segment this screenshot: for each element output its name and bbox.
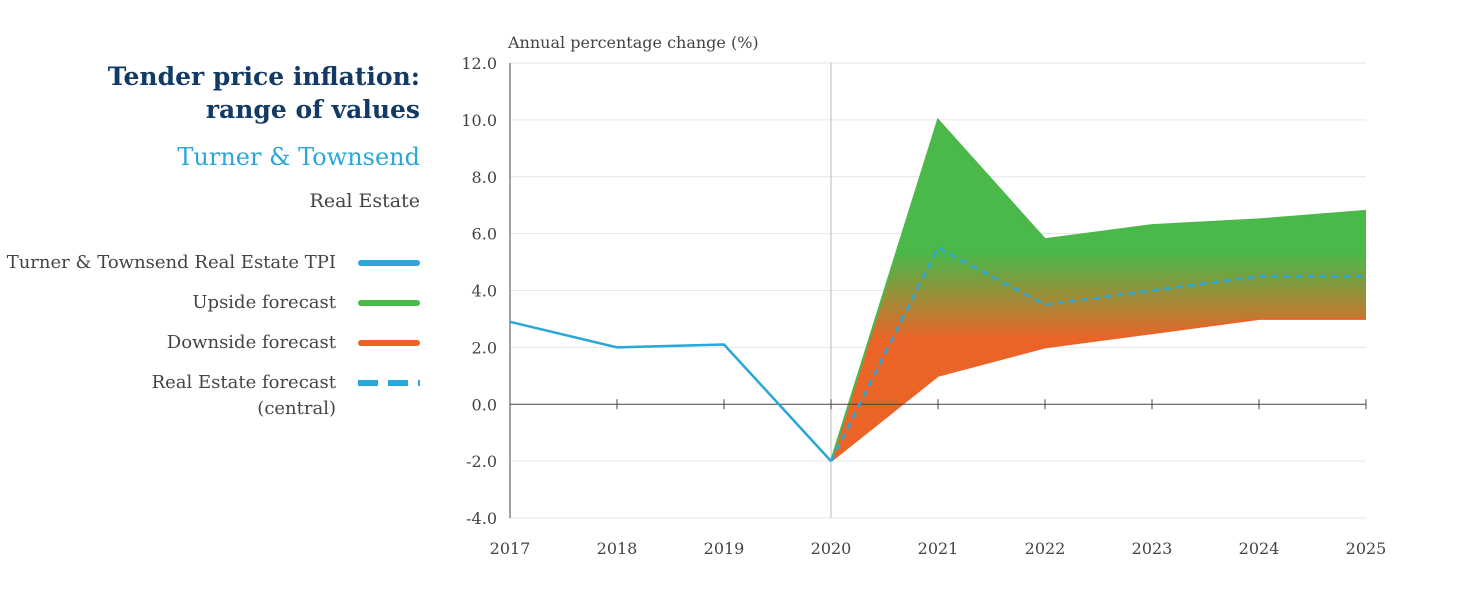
y-tick-label-5: 2.0 — [472, 338, 497, 357]
x-tick-label-2019: 2019 — [704, 539, 745, 558]
sector-label: Real Estate — [309, 190, 420, 212]
x-tick-label-2023: 2023 — [1132, 539, 1173, 558]
x-tick-label-2017: 2017 — [490, 539, 531, 558]
y-tick-label-3: 6.0 — [472, 225, 497, 244]
y-tick-label-8: -4.0 — [466, 509, 497, 528]
legend-label-upside: Upside forecast — [192, 292, 336, 313]
central-forecast-line — [829, 246, 1366, 462]
chart-title-line1: Tender price inflation: — [107, 62, 420, 91]
legend-item-upside: Upside forecast — [7, 290, 420, 316]
tpi-line — [509, 320, 832, 462]
legend-label-central-line2: (central) — [257, 398, 336, 419]
chart-title-line2: range of values — [205, 95, 420, 124]
y-tick-label-0: 12.0 — [461, 54, 497, 73]
y-tick-label-2: 8.0 — [472, 168, 497, 187]
x-tick-label-2024: 2024 — [1239, 539, 1280, 558]
y-tick-label-4: 4.0 — [472, 282, 497, 301]
legend-label-central-line1: Real Estate forecast — [151, 372, 336, 393]
x-tick-label-2018: 2018 — [597, 539, 638, 558]
x-tick-label-2020: 2020 — [811, 539, 852, 558]
x-tick-label-2022: 2022 — [1025, 539, 1066, 558]
legend-item-central: Real Estate forecast (central) — [7, 370, 420, 422]
y-tick-label-1: 10.0 — [461, 111, 497, 130]
upside-forecast-line — [830, 117, 1367, 462]
legend-item-downside: Downside forecast — [7, 330, 420, 356]
forecast-range-band — [831, 119, 1366, 462]
legend-swatch-upside — [358, 300, 420, 306]
legend-label-downside: Downside forecast — [166, 332, 336, 353]
y-axis-title: Annual percentage change (%) — [507, 33, 759, 52]
y-tick-label-7: -2.0 — [466, 452, 497, 471]
legend-swatch-central — [358, 380, 420, 386]
x-tick-label-2025: 2025 — [1346, 539, 1387, 558]
legend-item-tpi: Turner & Townsend Real Estate TPI — [7, 250, 420, 276]
x-tick-label-2021: 2021 — [918, 539, 959, 558]
legend-label-tpi: Turner & Townsend Real Estate TPI — [6, 252, 336, 273]
legend-swatch-tpi — [358, 260, 420, 266]
downside-forecast-line — [830, 317, 1366, 462]
legend: Turner & Townsend Real Estate TPI Upside… — [7, 250, 420, 436]
y-tick-label-6: 0.0 — [472, 395, 497, 414]
legend-swatch-downside — [358, 340, 420, 346]
chart-title: Tender price inflation: range of values — [108, 60, 420, 126]
brand-name: Turner & Townsend — [177, 143, 420, 171]
